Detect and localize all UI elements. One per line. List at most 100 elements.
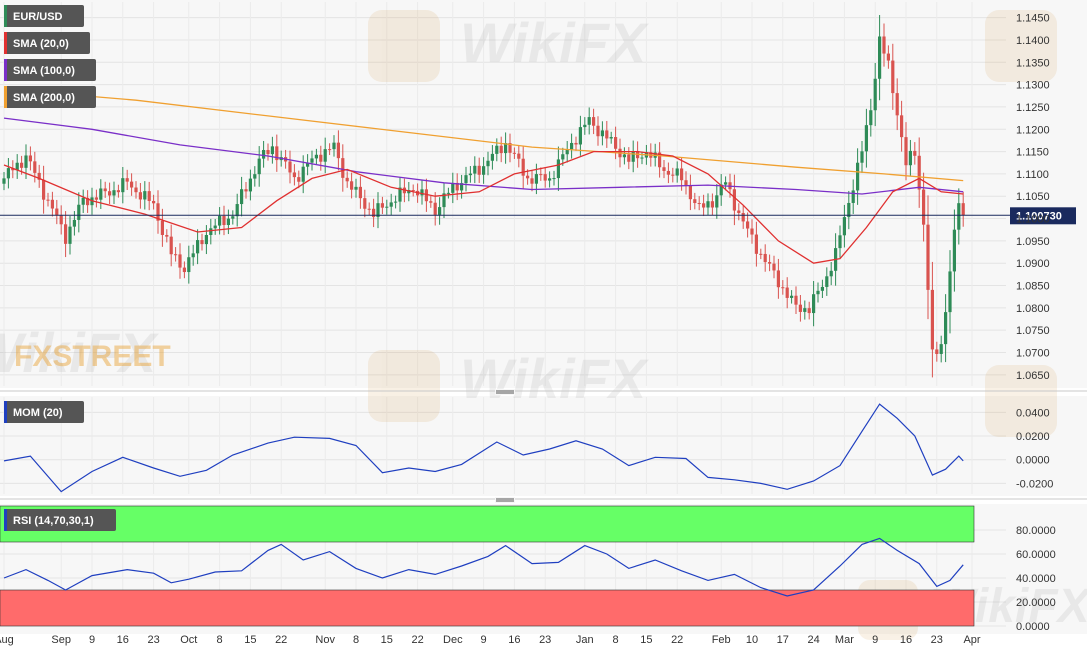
mom-y-axis: 0.0400 0.0200 0.0000 -0.0200 <box>1016 407 1053 490</box>
candle <box>895 78 899 131</box>
candle <box>429 196 433 208</box>
wikifx-logo-icon <box>985 365 1057 437</box>
candle <box>856 148 860 205</box>
x-tick-label: 23 <box>931 634 943 646</box>
legend-rsi-color <box>4 509 7 531</box>
wikifx-watermark-right <box>985 10 1057 437</box>
mom-y-tick-label: 0.0000 <box>1016 455 1050 467</box>
x-tick-label: Mar <box>835 634 854 646</box>
price-y-tick-label: 1.1000 <box>1016 214 1050 226</box>
panel-resize-handle-icon[interactable] <box>495 497 515 503</box>
candle <box>345 171 349 188</box>
candle <box>270 136 274 164</box>
candle <box>328 143 332 156</box>
legend-sma-200[interactable]: SMA (200,0) <box>4 86 96 108</box>
candle <box>873 62 877 127</box>
candle <box>191 244 195 266</box>
candle <box>521 145 525 189</box>
candle <box>732 174 736 226</box>
candle <box>50 191 54 217</box>
candle <box>658 142 662 178</box>
candle <box>2 172 6 191</box>
candle <box>446 187 450 199</box>
candle <box>204 225 208 255</box>
mom-y-tick-label: 0.0200 <box>1016 431 1050 443</box>
wikifx-watermark-middle: WikiFX <box>368 347 650 422</box>
candle <box>187 245 191 284</box>
candle <box>138 182 142 209</box>
legend-rsi[interactable]: RSI (14,70,30,1) <box>4 509 116 531</box>
candle <box>486 151 490 176</box>
candle <box>900 100 904 152</box>
price-y-tick-label: 1.0800 <box>1016 303 1050 315</box>
momentum-line <box>3 403 964 493</box>
panel-resize-handle-icon[interactable] <box>495 389 515 395</box>
price-y-tick-label: 1.0850 <box>1016 281 1050 293</box>
candle <box>451 172 455 204</box>
x-tick-label: 22 <box>275 634 287 646</box>
candle <box>592 108 596 135</box>
legend-symbol-label: EUR/USD <box>13 11 63 23</box>
candle <box>803 300 807 320</box>
candle <box>288 150 292 184</box>
candle <box>702 194 706 217</box>
x-tick-label: 15 <box>244 634 256 646</box>
candle <box>715 184 719 219</box>
candle <box>627 147 631 170</box>
candle <box>59 205 63 235</box>
legend-symbol[interactable]: EUR/USD <box>4 5 84 27</box>
candle <box>213 218 217 235</box>
mom-y-tick-label: -0.0200 <box>1016 478 1053 490</box>
price-y-tick-label: 1.0700 <box>1016 348 1050 360</box>
legend-sma-20[interactable]: SMA (20,0) <box>4 32 90 54</box>
last-price-tag <box>1010 207 1076 225</box>
candle <box>165 229 169 243</box>
candle <box>253 166 257 187</box>
candle <box>77 192 81 233</box>
x-tick-label: 8 <box>353 634 359 646</box>
candle <box>178 243 182 279</box>
candle <box>913 142 917 165</box>
candle <box>666 162 670 184</box>
fxstreet-watermark: FXSTREET <box>14 340 171 373</box>
x-tick-label: 16 <box>900 634 912 646</box>
price-gridlines <box>0 17 1006 376</box>
candle <box>130 173 134 196</box>
candle <box>244 181 248 199</box>
candle <box>961 191 965 227</box>
wikifx-logo-icon <box>368 10 440 82</box>
candle <box>314 148 318 165</box>
legend-momentum[interactable]: MOM (20) <box>4 401 84 423</box>
candle <box>798 294 802 322</box>
candle <box>152 194 156 210</box>
candle <box>512 147 516 159</box>
rsi-y-tick-label: 80.0000 <box>1016 525 1056 537</box>
candle <box>578 115 582 156</box>
candle <box>15 154 19 179</box>
wikifx-logo-icon <box>368 350 440 422</box>
x-tick-label: 22 <box>411 634 423 646</box>
candle <box>438 197 442 225</box>
rsi-y-tick-label: 60.0000 <box>1016 549 1056 561</box>
candle <box>433 192 437 226</box>
candle <box>468 166 472 183</box>
x-tick-label: 8 <box>613 634 619 646</box>
wikifx-watermark-top: WikiFX <box>368 10 650 82</box>
candle <box>99 179 103 209</box>
candle <box>508 133 512 163</box>
candle <box>776 258 780 299</box>
x-tick-label: 22 <box>671 634 683 646</box>
x-tick-label: Feb <box>712 634 731 646</box>
candle <box>614 126 618 160</box>
candle <box>609 131 613 144</box>
rsi-y-tick-label: 20.0000 <box>1016 597 1056 609</box>
legend-momentum-color <box>4 401 7 423</box>
candle <box>908 139 912 177</box>
legend-sma-100[interactable]: SMA (100,0) <box>4 59 96 81</box>
candle <box>64 211 68 258</box>
sma-200-line <box>3 88 964 182</box>
candle <box>552 170 556 186</box>
candle <box>847 190 851 230</box>
candle <box>794 286 798 314</box>
candle <box>662 160 666 179</box>
